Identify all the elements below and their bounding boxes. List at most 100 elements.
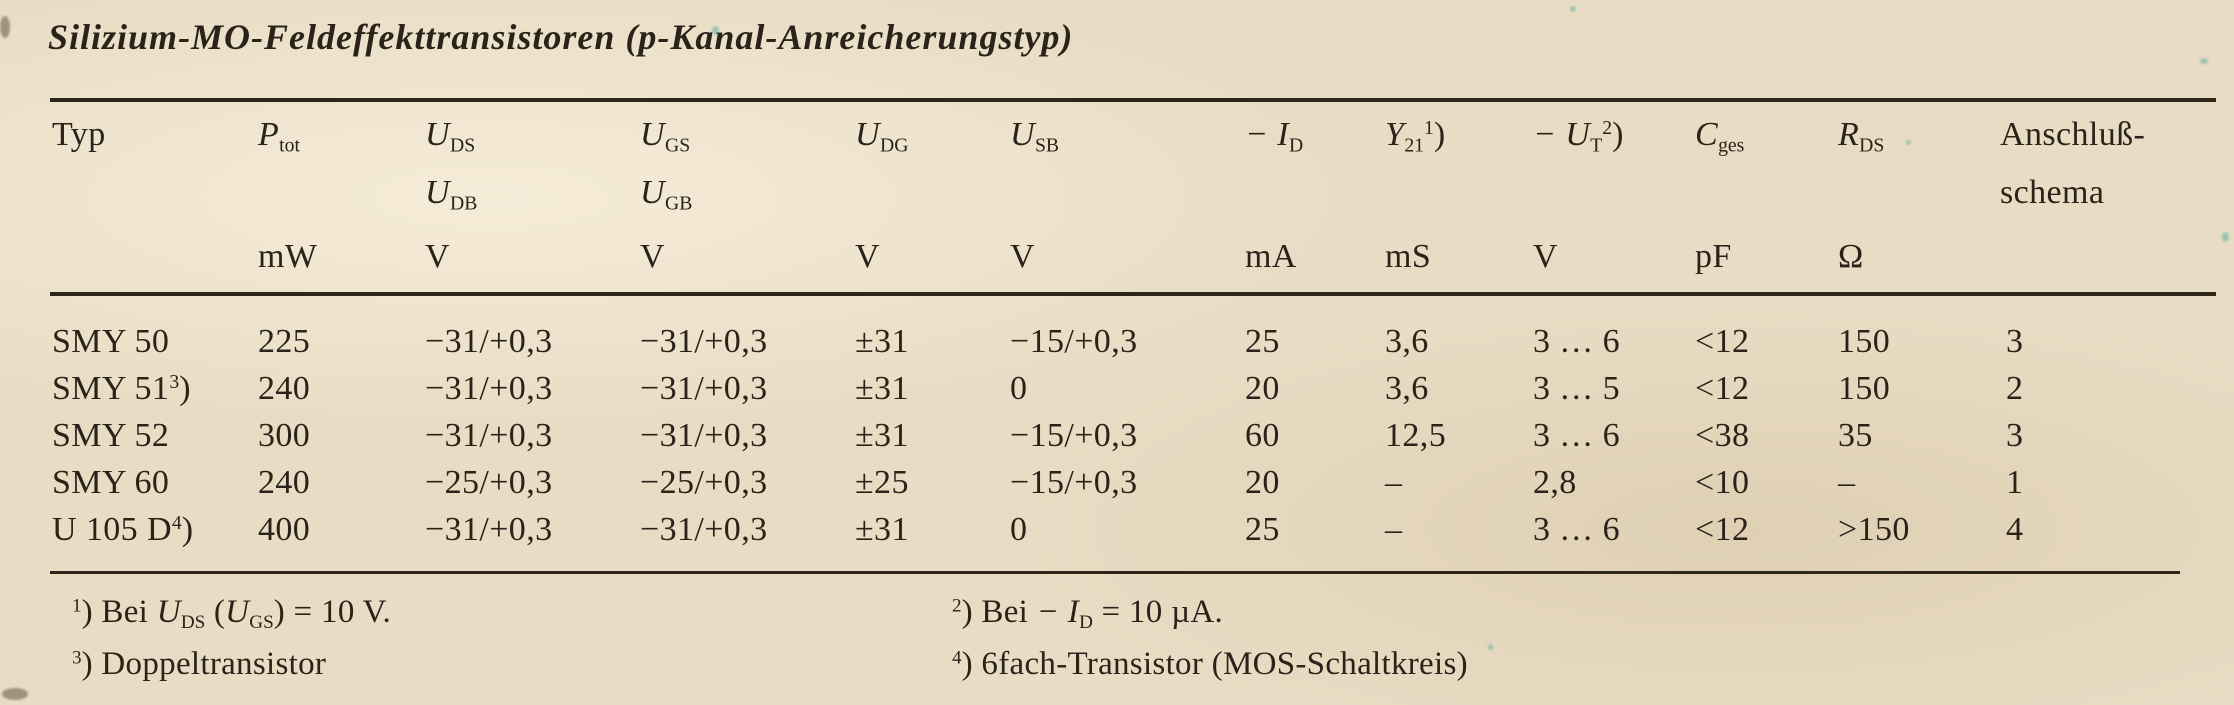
- cell-ptot: 240: [258, 369, 311, 407]
- cell-typ: SMY 50: [52, 323, 258, 361]
- unit-cges: pF: [1695, 238, 1732, 275]
- cell-udg: ±31: [855, 510, 909, 548]
- header-ptot: Ptot: [258, 116, 425, 174]
- header-cges: Cges: [1695, 116, 1838, 174]
- cell-ptot: 400: [258, 510, 311, 548]
- header-ut: − UT2): [1533, 116, 1695, 174]
- symbol: U: [156, 594, 181, 630]
- subscript: DB: [449, 192, 478, 215]
- cell-schema: 2: [2006, 369, 2024, 407]
- footnote-mark: 1: [1424, 117, 1434, 140]
- cell-udg: ±31: [855, 369, 909, 407]
- symbol: U: [425, 116, 450, 153]
- page-title: Silizium-MO-Feldeffekttransistoren (p-Ka…: [48, 17, 1074, 57]
- unit-ptot: mW: [258, 238, 318, 275]
- unit-y21: mS: [1385, 238, 1432, 275]
- footnote-text: 6fach-Transistor (MOS-Schaltkreis): [981, 646, 1468, 682]
- header-empty: [1245, 174, 1385, 238]
- symbol: − I: [1245, 116, 1289, 153]
- cell-ugs: −25/+0,3: [640, 463, 768, 501]
- footnote-mark: 4: [171, 511, 182, 534]
- footnote-text: ) = 10 V.: [273, 594, 392, 630]
- cell-y21: 3,6: [1385, 369, 1429, 407]
- header-ugb: UGB: [640, 174, 855, 238]
- subscript: D: [1079, 612, 1093, 634]
- type-name: SMY 50: [52, 322, 170, 360]
- subscript: ges: [1718, 134, 1745, 157]
- subscript: GS: [664, 134, 691, 157]
- cell-ugs: −31/+0,3: [640, 369, 768, 407]
- cell-ptot: 300: [258, 416, 311, 454]
- symbol: U: [225, 594, 250, 630]
- cell-rds: 150: [1838, 322, 1891, 360]
- header-symbol-row-2: UDB UGB schema: [0, 174, 2234, 238]
- table-body: SMY 50 2 25 −31/+0,3 −31/+0,3 ±31 −15/+0,…: [0, 318, 2234, 553]
- type-name: SMY 51: [52, 369, 170, 407]
- cell-id: 25: [1245, 322, 1280, 360]
- scan-speck: [2200, 58, 2208, 64]
- footnote-mark: 2: [952, 595, 962, 617]
- footnote-mark: 1: [72, 595, 82, 617]
- cell-rds: 35: [1838, 416, 1873, 454]
- type-name: SMY 52: [52, 416, 170, 454]
- subscript: D: [1288, 134, 1304, 157]
- header-units-row: mW V V V V mA mS V pF Ω: [0, 238, 2234, 298]
- cell-ugs: −31/+0,3: [640, 416, 768, 454]
- footnote-text: ): [961, 646, 982, 682]
- unit-id: mA: [1245, 238, 1297, 275]
- symbol: R: [1838, 116, 1860, 153]
- symbol: − I: [1036, 594, 1080, 630]
- header-usb: USB: [1010, 116, 1245, 174]
- header-y21: Y211): [1385, 116, 1533, 174]
- cell-ugs: −31/+0,3: [640, 510, 768, 548]
- header-schema-label: schema: [2000, 174, 2105, 211]
- unit-udg: V: [855, 238, 880, 275]
- cell-uds: −31/+0,3: [425, 510, 553, 548]
- subscript: DS: [180, 612, 206, 634]
- footnote-text: Doppeltransistor: [101, 646, 327, 682]
- cell-usb: −15/+0,3: [1010, 463, 1138, 501]
- cell-typ: U 105 D4): [52, 511, 258, 549]
- header-empty: [1385, 174, 1533, 238]
- rule-below-title: [50, 98, 2216, 102]
- unit-uds: V: [425, 238, 450, 275]
- footnote-text: ): [81, 646, 102, 682]
- footnote-mark: 4: [952, 647, 962, 669]
- cell-rds: 150: [1838, 369, 1891, 407]
- header-typ-label: Typ: [52, 116, 106, 153]
- cell-cges: <38: [1695, 416, 1750, 454]
- scan-speck: [2, 688, 28, 700]
- cell-typ: SMY 52: [52, 417, 258, 455]
- table-row: SMY 52 300 −31/+0,3 −31/+0,3 ±31 −15/+0,…: [0, 412, 2234, 459]
- cell-rds: >150: [1838, 510, 1910, 548]
- header-empty: [1010, 174, 1245, 238]
- subscript: SB: [1034, 134, 1060, 157]
- symbol: Y: [1385, 116, 1405, 153]
- cell-schema: 3: [2006, 416, 2024, 454]
- footnote-1: 1) Bei UDS (UGS) = 10 V.: [72, 594, 391, 634]
- subscript: DG: [879, 134, 909, 157]
- paren: ): [1612, 116, 1624, 153]
- type-name: SMY 60: [52, 463, 170, 501]
- symbol: C: [1695, 116, 1719, 153]
- symbol: U: [640, 174, 665, 211]
- footnote-4: 4) 6fach-Transistor (MOS-Schaltkreis): [952, 646, 1468, 683]
- cell-cges: <12: [1695, 322, 1750, 360]
- cell-id: 20: [1245, 463, 1280, 501]
- cell-y21: –: [1385, 463, 1403, 501]
- table-row: U 105 D4) 400 −31/+0,3 −31/+0,3 ±31 0 25…: [0, 506, 2234, 553]
- subscript: DS: [1859, 134, 1885, 157]
- scan-speck: [1906, 140, 1911, 145]
- subscript: DS: [449, 134, 476, 157]
- symbol: U: [425, 174, 450, 211]
- cell-ugs: −31/+0,3: [640, 322, 768, 360]
- cell-id: 20: [1245, 369, 1280, 407]
- header-rds: RDS: [1838, 116, 2000, 174]
- paren: ): [179, 369, 191, 407]
- header-empty: [1695, 174, 1838, 238]
- header-udg: UDG: [855, 116, 1010, 174]
- unit-rds: Ω: [1838, 238, 1864, 275]
- cell-schema: 1: [2006, 463, 2024, 501]
- scan-speck: [1488, 644, 1493, 650]
- cell-udg: ±25: [855, 463, 909, 501]
